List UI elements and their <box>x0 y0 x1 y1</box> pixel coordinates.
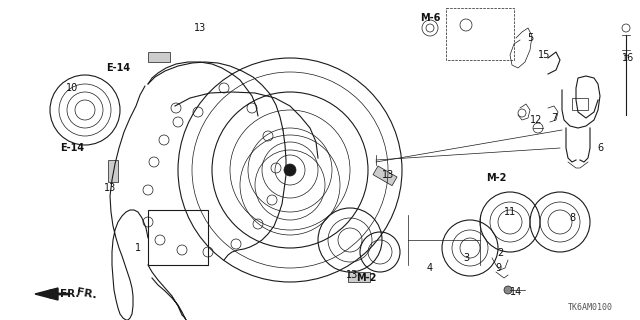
Bar <box>572 98 588 110</box>
Text: 16: 16 <box>622 53 634 63</box>
Text: 3: 3 <box>463 253 469 263</box>
Circle shape <box>284 164 296 176</box>
Text: FR.: FR. <box>76 287 98 301</box>
Text: 9: 9 <box>495 263 501 273</box>
Text: 13: 13 <box>194 23 206 33</box>
Text: 1: 1 <box>135 243 141 253</box>
Text: M-6: M-6 <box>420 13 440 23</box>
Text: 8: 8 <box>569 213 575 223</box>
Text: 2: 2 <box>497 248 503 258</box>
Circle shape <box>504 286 512 294</box>
Bar <box>148 52 170 62</box>
Text: 13: 13 <box>382 170 394 180</box>
Text: E-14: E-14 <box>60 143 84 153</box>
Text: 14: 14 <box>510 287 522 297</box>
Text: 4: 4 <box>427 263 433 273</box>
Text: 6: 6 <box>597 143 603 153</box>
Polygon shape <box>35 288 58 300</box>
Text: M-2: M-2 <box>356 273 376 283</box>
Text: 7: 7 <box>551 113 557 123</box>
Bar <box>348 272 370 282</box>
Text: 13: 13 <box>104 183 116 193</box>
Bar <box>148 210 208 265</box>
Text: M-2: M-2 <box>486 173 506 183</box>
Text: 10: 10 <box>66 83 78 93</box>
Bar <box>108 160 118 182</box>
Text: 13: 13 <box>346 270 358 280</box>
Text: 5: 5 <box>527 33 533 43</box>
Text: 15: 15 <box>538 50 550 60</box>
Text: TK6AM0100: TK6AM0100 <box>568 303 612 313</box>
Text: E-14: E-14 <box>106 63 130 73</box>
Bar <box>446 8 514 60</box>
Text: FR.: FR. <box>60 289 79 299</box>
Text: 11: 11 <box>504 207 516 217</box>
Text: 12: 12 <box>530 115 542 125</box>
Bar <box>373 166 397 186</box>
